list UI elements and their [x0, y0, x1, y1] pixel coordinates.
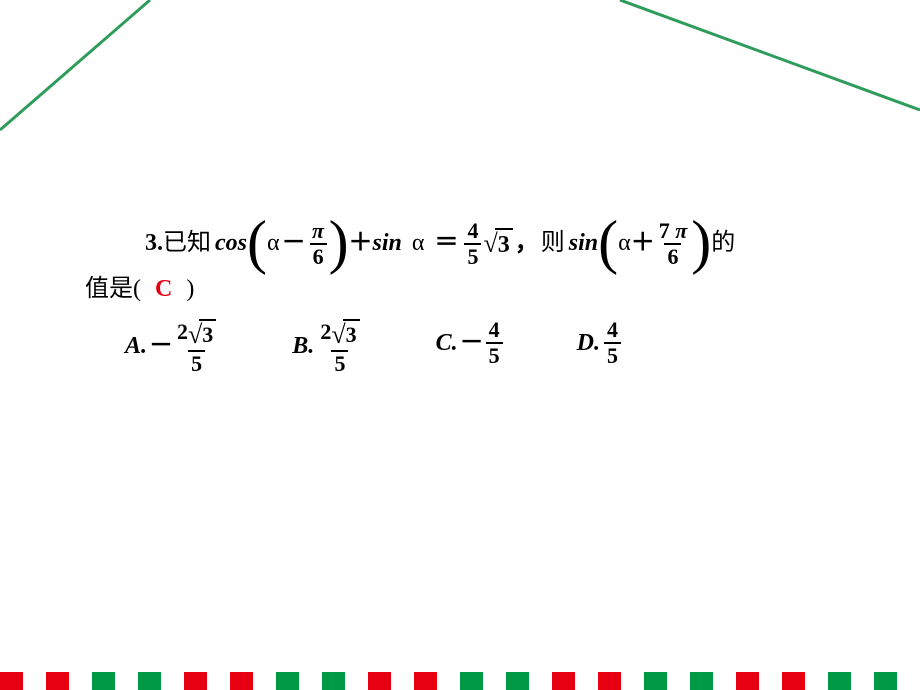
- choice-D-frac: 4 5: [604, 319, 621, 367]
- bar-segment: [759, 672, 782, 690]
- bar-segment: [736, 672, 759, 690]
- bar-segment: [23, 672, 46, 690]
- sin-label-2: sin: [569, 228, 598, 259]
- choice-C-frac: 4 5: [486, 319, 503, 367]
- bar-segment: [368, 672, 391, 690]
- bar-segment: [391, 672, 414, 690]
- bar-segment: [897, 672, 920, 690]
- bar-segment: [460, 672, 483, 690]
- bar-segment: [621, 672, 644, 690]
- bar-segment: [92, 672, 115, 690]
- alpha-1: α: [267, 228, 280, 259]
- bar-segment: [598, 672, 621, 690]
- top-right-diagonal: [0, 0, 920, 140]
- choice-C: C. － 4 5: [436, 319, 505, 367]
- tail-text: 的: [711, 228, 735, 259]
- bar-segment: [184, 672, 207, 690]
- bar-segment: [230, 672, 253, 690]
- comma: ，: [515, 228, 539, 259]
- bar-segment: [161, 672, 184, 690]
- bar-segment: [253, 672, 276, 690]
- bar-segment: [322, 672, 345, 690]
- bar-segment: [414, 672, 437, 690]
- cos-label: cos: [215, 228, 247, 259]
- sqrt-3: √ 3: [483, 228, 512, 260]
- plus-1: ＋: [349, 228, 373, 259]
- bottom-color-bar: [0, 672, 920, 690]
- bar-segment: [667, 672, 690, 690]
- lparen-2: (: [598, 218, 618, 266]
- then-text: 则: [541, 228, 565, 259]
- answer-letter: C: [155, 274, 172, 305]
- bar-segment: [483, 672, 506, 690]
- bar-segment: [874, 672, 897, 690]
- bar-segment: [713, 672, 736, 690]
- choice-D: D. 4 5: [577, 319, 623, 367]
- equals: ＝: [434, 228, 458, 259]
- frac-pi-over-6: π 6: [310, 220, 327, 268]
- question-block: 3. 已知 cos ( α － π 6 ) ＋ sin α ＝ 4 5 √ 3 …: [85, 220, 865, 375]
- bar-segment: [138, 672, 161, 690]
- choice-A: A. － 2√3 5: [125, 319, 220, 375]
- question-line-2: 值是( C ): [85, 274, 865, 305]
- bar-segment: [690, 672, 713, 690]
- sin-label-1: sin: [373, 228, 402, 259]
- choices-row: A. － 2√3 5 B. 2√3 5 C. － 4 5: [125, 319, 865, 375]
- bar-segment: [345, 672, 368, 690]
- bar-segment: [828, 672, 851, 690]
- close-paren: ): [186, 274, 194, 305]
- bar-segment: [437, 672, 460, 690]
- rparen-2: ): [691, 218, 711, 266]
- bar-segment: [552, 672, 575, 690]
- choice-A-frac: 2√3 5: [175, 319, 218, 375]
- bar-segment: [46, 672, 69, 690]
- question-line-1: 3. 已知 cos ( α － π 6 ) ＋ sin α ＝ 4 5 √ 3 …: [145, 220, 865, 268]
- lead-text: 已知: [163, 228, 211, 259]
- choice-B-frac: 2√3 5: [318, 319, 361, 375]
- bar-segment: [782, 672, 805, 690]
- bar-segment: [207, 672, 230, 690]
- bar-segment: [851, 672, 874, 690]
- bar-segment: [276, 672, 299, 690]
- rparen-1: ): [329, 218, 349, 266]
- bar-segment: [506, 672, 529, 690]
- frac-7pi-over-6: 7 π 6: [657, 220, 690, 268]
- lparen-1: (: [247, 218, 267, 266]
- bar-segment: [644, 672, 667, 690]
- minus-1: －: [282, 228, 306, 259]
- bar-segment: [69, 672, 92, 690]
- plus-2: ＋: [631, 228, 655, 259]
- bar-segment: [0, 672, 23, 690]
- choice-B: B. 2√3 5: [292, 319, 363, 375]
- bar-segment: [575, 672, 598, 690]
- alpha-2: α: [412, 228, 425, 259]
- bar-segment: [115, 672, 138, 690]
- value-is: 值是(: [85, 274, 141, 305]
- frac-4-5: 4 5: [464, 220, 481, 268]
- bar-segment: [529, 672, 552, 690]
- alpha-3: α: [618, 228, 631, 259]
- question-number: 3.: [145, 228, 163, 259]
- bar-segment: [299, 672, 322, 690]
- bar-segment: [805, 672, 828, 690]
